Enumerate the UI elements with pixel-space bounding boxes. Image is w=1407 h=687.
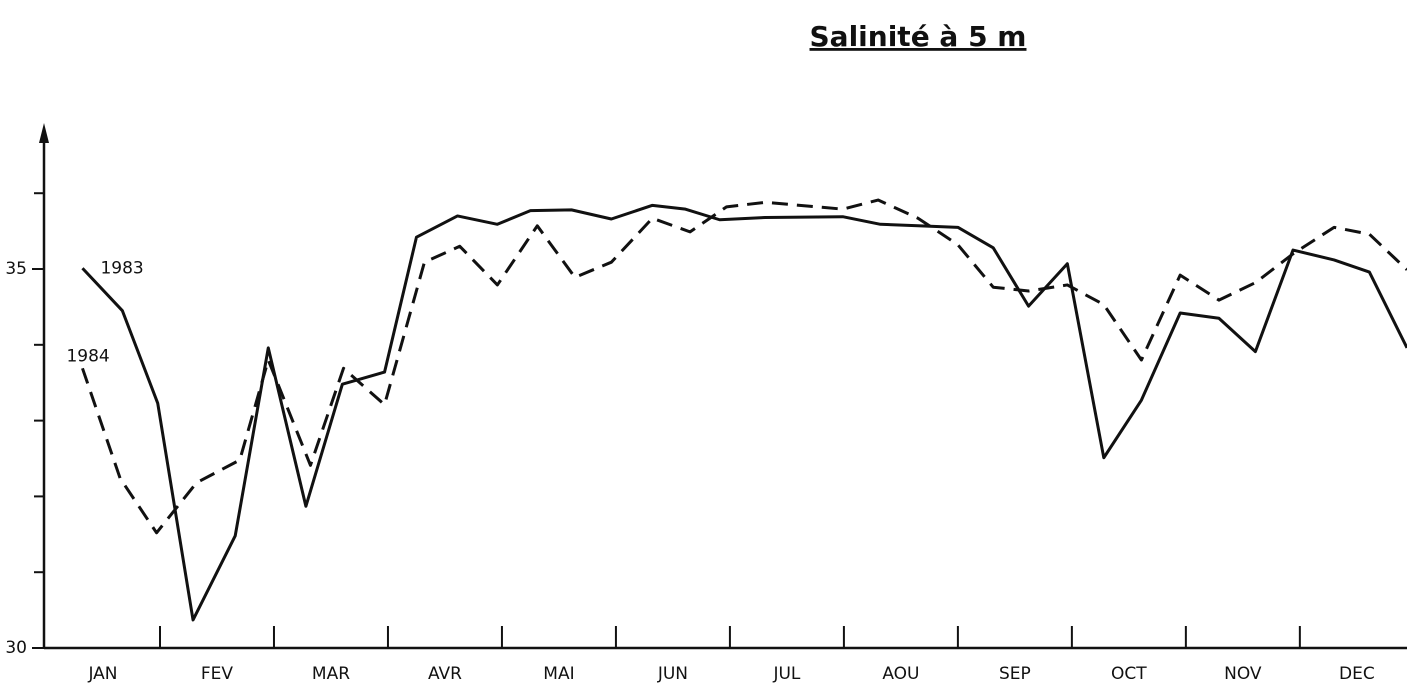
x-tick-label: MAR xyxy=(312,664,350,684)
x-tick-label: JUN xyxy=(657,664,688,684)
x-tick-label: JAN xyxy=(87,664,117,684)
x-tick-label: NOV xyxy=(1224,664,1262,684)
series-label: 1984 xyxy=(66,346,109,366)
y-tick-label: 30 xyxy=(5,638,27,658)
series-line xyxy=(81,198,1407,535)
y-tick-label: 35 xyxy=(5,259,27,279)
x-tick-label: AOU xyxy=(882,664,919,684)
x-tick-label: FEV xyxy=(201,664,234,684)
chart-title: Salinité à 5 m xyxy=(810,20,1027,53)
y-axis-arrow xyxy=(39,123,49,143)
series-label: 1983 xyxy=(100,258,143,278)
series-line xyxy=(81,203,1407,622)
x-tick-label: DEC xyxy=(1339,664,1375,684)
x-tick-label: JUL xyxy=(772,664,800,684)
x-tick-label: SEP xyxy=(999,664,1031,684)
x-tick-label: OCT xyxy=(1111,664,1147,684)
x-tick-label: AVR xyxy=(428,664,462,684)
x-tick-label: MAI xyxy=(543,664,574,684)
